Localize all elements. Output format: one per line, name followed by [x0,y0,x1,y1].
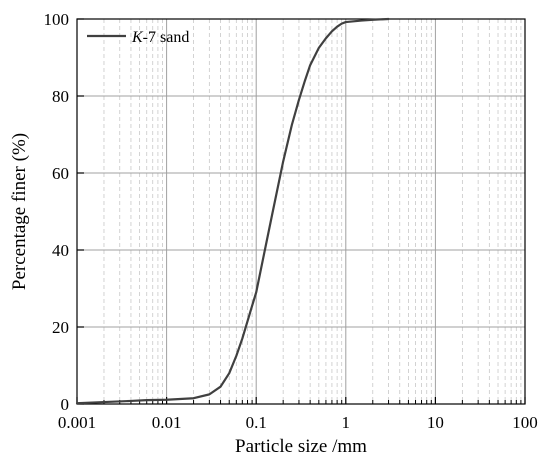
x-tick-labels: 0.001 0.01 0.1 1 10 100 [58,413,538,432]
y-tick-label: 20 [52,318,69,337]
x-tick-label: 0.001 [58,413,96,432]
minor-grid [103,19,522,404]
x-tick-label: 100 [512,413,538,432]
legend-label-italic: K [131,29,144,46]
x-axis-title: Particle size /mm [235,436,367,457]
y-tick-label: 40 [52,241,69,260]
x-tick-label: 1 [342,413,351,432]
legend: K-7 sand [87,29,189,46]
major-grid [77,19,525,404]
y-tick-label: 60 [52,164,69,183]
legend-label: K-7 sand [131,29,189,46]
series-line-k7-sand [75,17,390,405]
y-tick-label: 80 [52,87,69,106]
y-tick-label: 100 [44,10,70,29]
y-axis-title: Percentage finer (%) [9,133,30,290]
x-tick-label: 10 [427,413,444,432]
legend-label-rest: -7 sand [143,29,190,46]
x-tick-label: 0.1 [246,413,267,432]
x-tick-label: 0.01 [152,413,182,432]
plot-frame [76,18,526,405]
y-tick-labels: 0 20 40 60 80 100 [44,10,70,414]
y-tick-label: 0 [61,395,70,414]
axis-ticks [76,18,526,405]
